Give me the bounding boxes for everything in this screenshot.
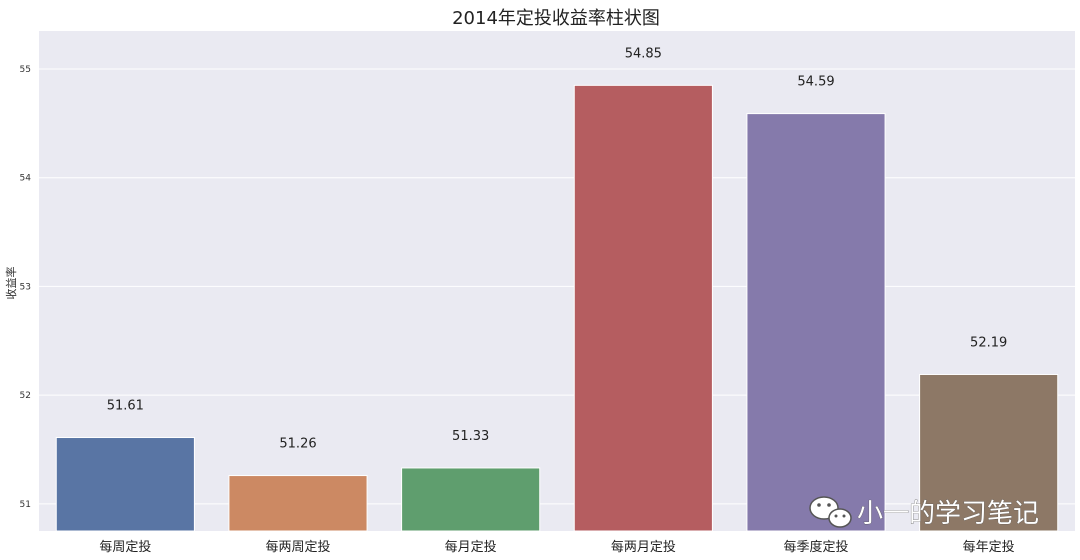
bar bbox=[746, 113, 886, 532]
chart-title: 2014年定投收益率柱状图 bbox=[452, 8, 660, 29]
x-tick-label: 每年定投 bbox=[963, 539, 1015, 555]
data-label: 51.33 bbox=[452, 429, 489, 444]
y-tick-label: 53 bbox=[20, 282, 31, 292]
y-tick-label: 55 bbox=[20, 65, 31, 75]
x-tick-label: 每周定投 bbox=[99, 539, 151, 555]
bars bbox=[55, 84, 1059, 532]
data-labels: 51.61 51.26 51.33 54.85 54.59 52.19 bbox=[107, 46, 1008, 451]
y-axis-label: 收益率 bbox=[4, 267, 18, 300]
data-label: 54.85 bbox=[625, 46, 662, 61]
y-tick-label: 51 bbox=[20, 500, 31, 510]
bar bbox=[919, 373, 1059, 532]
watermark: 小一的学习笔记 bbox=[809, 496, 1039, 529]
data-label: 51.61 bbox=[107, 399, 144, 414]
x-tick-label: 每月定投 bbox=[445, 539, 497, 555]
wechat-icon bbox=[809, 496, 852, 528]
watermark-text: 小一的学习笔记 bbox=[857, 499, 1039, 529]
bar bbox=[55, 437, 195, 532]
data-label: 54.59 bbox=[797, 75, 834, 90]
data-label: 51.26 bbox=[279, 437, 316, 452]
plot-area bbox=[39, 31, 1075, 531]
bar bbox=[573, 84, 713, 532]
bar bbox=[228, 475, 368, 532]
bar bbox=[401, 467, 541, 532]
y-tick-label: 52 bbox=[20, 391, 31, 401]
y-tick-label: 54 bbox=[20, 174, 32, 184]
x-tick-label: 每两周定投 bbox=[265, 539, 330, 555]
x-tick-label: 每季度定投 bbox=[783, 539, 848, 555]
data-label: 52.19 bbox=[970, 335, 1007, 350]
x-tick-labels: 每周定投 每两周定投 每月定投 每两月定投 每季度定投 每年定投 bbox=[99, 539, 1014, 555]
x-tick-label: 每两月定投 bbox=[611, 539, 676, 555]
y-tick-labels: 51 52 53 54 55 bbox=[20, 65, 32, 510]
gridlines bbox=[39, 68, 1075, 505]
